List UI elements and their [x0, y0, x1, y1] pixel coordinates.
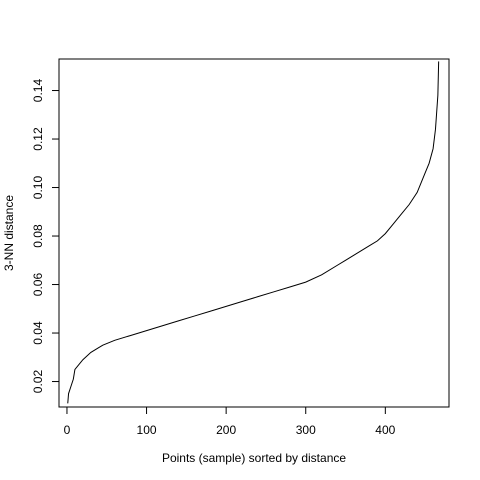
y-tick-label: 0.06 — [31, 273, 45, 297]
plot-frame — [58, 58, 450, 408]
x-tick-label: 300 — [296, 423, 316, 437]
y-axis: 0.02 0.04 0.06 0.08 0.10 0.12 0.14 — [31, 79, 59, 394]
y-axis-title: 3-NN distance — [2, 195, 16, 271]
x-axis-title: Points (sample) sorted by distance — [162, 451, 346, 465]
y-tick-label: 0.04 — [31, 321, 45, 345]
y-tick-label: 0.14 — [31, 79, 45, 103]
y-tick-label: 0.08 — [31, 224, 45, 248]
x-tick-label: 0 — [64, 423, 71, 437]
x-tick-label: 100 — [137, 423, 157, 437]
series-line — [67, 61, 440, 404]
y-tick-label: 0.02 — [31, 370, 45, 394]
y-tick-label: 0.12 — [31, 127, 45, 151]
x-tick-label: 400 — [375, 423, 395, 437]
x-tick-label: 200 — [216, 423, 236, 437]
x-axis: 0 100 200 300 400 — [64, 407, 396, 437]
y-tick-label: 0.10 — [31, 176, 45, 200]
